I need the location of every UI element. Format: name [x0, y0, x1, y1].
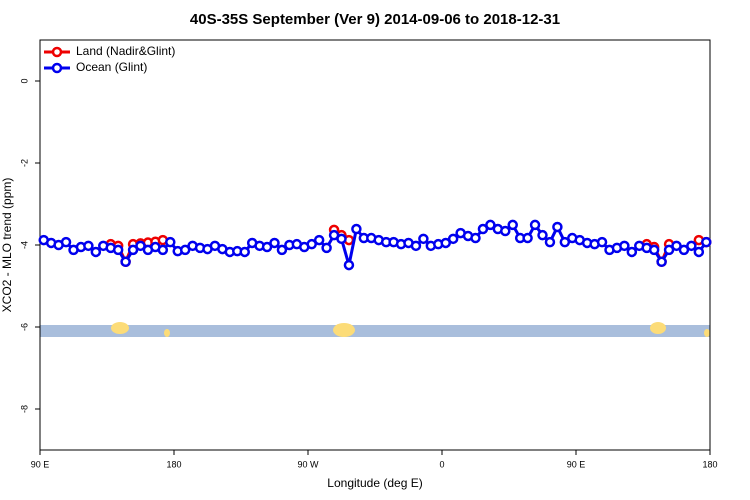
data-point	[418, 233, 429, 245]
data-point	[470, 232, 481, 244]
data-point	[619, 240, 630, 252]
data-point	[671, 240, 682, 252]
data-point	[179, 244, 191, 256]
data-point	[135, 240, 146, 252]
data-point	[686, 240, 697, 252]
data-point	[500, 225, 511, 237]
y-tick-label: 0	[19, 78, 29, 83]
data-point	[529, 219, 541, 231]
y-tick-label: -6	[19, 323, 29, 331]
x-tick-label: 180	[166, 459, 181, 469]
data-point	[321, 242, 332, 254]
data-point	[157, 244, 169, 256]
data-point	[693, 246, 705, 258]
data-point	[269, 237, 280, 249]
legend-entry: Ocean (Glint)	[44, 60, 147, 74]
data-point	[306, 238, 317, 250]
map-strip	[40, 322, 710, 337]
data-point	[544, 236, 556, 248]
data-point	[351, 223, 362, 235]
data-point	[648, 244, 660, 256]
data-point	[239, 246, 250, 258]
data-point	[626, 246, 638, 258]
legend-marker	[51, 46, 63, 58]
data-point	[127, 244, 139, 256]
data-point	[410, 240, 422, 252]
data-point	[83, 240, 94, 252]
data-point	[313, 234, 325, 246]
y-tick-label: -8	[19, 405, 29, 413]
data-point	[343, 259, 355, 271]
y-tick-label: -2	[19, 159, 29, 167]
x-tick-label: 0	[439, 459, 444, 469]
x-tick-label: 90 W	[297, 459, 319, 469]
legend-label: Ocean (Glint)	[76, 60, 147, 74]
data-point	[261, 241, 273, 253]
legend-label: Land (Nadir&Glint)	[76, 44, 175, 58]
chart-title: 40S-35S September (Ver 9) 2014-09-06 to …	[190, 11, 560, 28]
x-tick-label: 90 E	[567, 459, 586, 469]
data-point	[336, 233, 347, 245]
y-tick-label: -4	[19, 241, 29, 249]
data-point	[447, 233, 459, 245]
legend-marker	[51, 62, 63, 74]
data-point	[60, 236, 72, 248]
data-point	[112, 244, 124, 256]
data-point	[477, 223, 489, 235]
data-point	[440, 237, 451, 249]
data-point	[522, 232, 533, 244]
legend-entry: Land (Nadir&Glint)	[44, 44, 175, 58]
x-tick-label: 180	[702, 459, 717, 469]
data-point	[701, 236, 712, 248]
data-point	[507, 219, 518, 231]
data-point	[596, 236, 608, 248]
data-point	[485, 219, 496, 231]
data-point	[559, 236, 571, 248]
data-point	[678, 244, 690, 256]
x-axis-label: Longitude (deg E)	[327, 476, 422, 490]
data-point	[90, 246, 102, 258]
data-point	[120, 256, 131, 268]
y-axis-label: XCO2 - MLO trend (ppm)	[0, 178, 14, 313]
data-point	[165, 236, 176, 248]
x-tick-label: 90 E	[31, 459, 50, 469]
data-point	[552, 221, 563, 233]
data-point	[537, 229, 548, 241]
data-point	[663, 244, 675, 256]
data-point	[656, 256, 667, 268]
data-point	[276, 244, 288, 256]
